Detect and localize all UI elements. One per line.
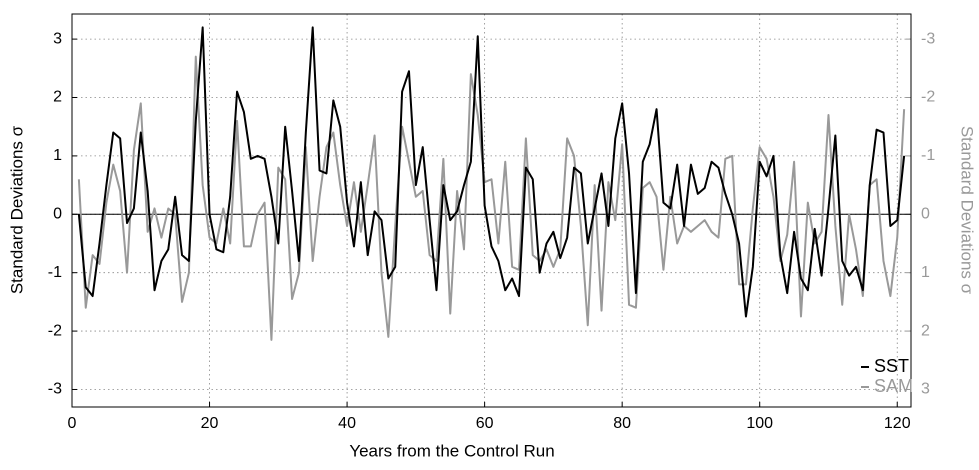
y2-tick-label: -3: [921, 30, 935, 47]
y-tick-label: 1: [53, 147, 62, 164]
x-tick-label: 40: [338, 415, 356, 432]
y-tick-label: 2: [53, 89, 62, 106]
y2-tick-label: 1: [921, 264, 930, 281]
y2-tick-label: -2: [921, 89, 935, 106]
plot-frame: [71, 13, 912, 408]
x-tick-label: 20: [201, 415, 219, 432]
x-tick-label: 80: [613, 415, 631, 432]
series-line: [77, 26, 906, 318]
x-tick-label: 60: [476, 415, 494, 432]
y2-tick-label: 0: [921, 206, 930, 223]
y-tick-label: -3: [48, 381, 62, 398]
y2-tick-label: 3: [921, 381, 930, 398]
y-tick-label: -2: [48, 322, 62, 339]
x-tick-label: 100: [746, 415, 773, 432]
y2-axis-label: Standard Deviations σ: [958, 126, 977, 295]
y-tick-label: 0: [53, 206, 62, 223]
x-tick-label: 120: [884, 415, 911, 432]
series-line: [77, 55, 906, 341]
y2-tick-label: 2: [921, 322, 930, 339]
x-tick-label: 0: [68, 415, 77, 432]
y-axis-label: Standard Deviations σ: [7, 125, 26, 294]
legend-label: SAM: [874, 376, 913, 396]
y-tick-label: -1: [48, 264, 62, 281]
y-tick-label: 3: [53, 30, 62, 47]
legend-label: SST: [874, 356, 909, 376]
x-axis-label: Years from the Control Run: [349, 441, 554, 460]
y2-tick-label: -1: [921, 147, 935, 164]
